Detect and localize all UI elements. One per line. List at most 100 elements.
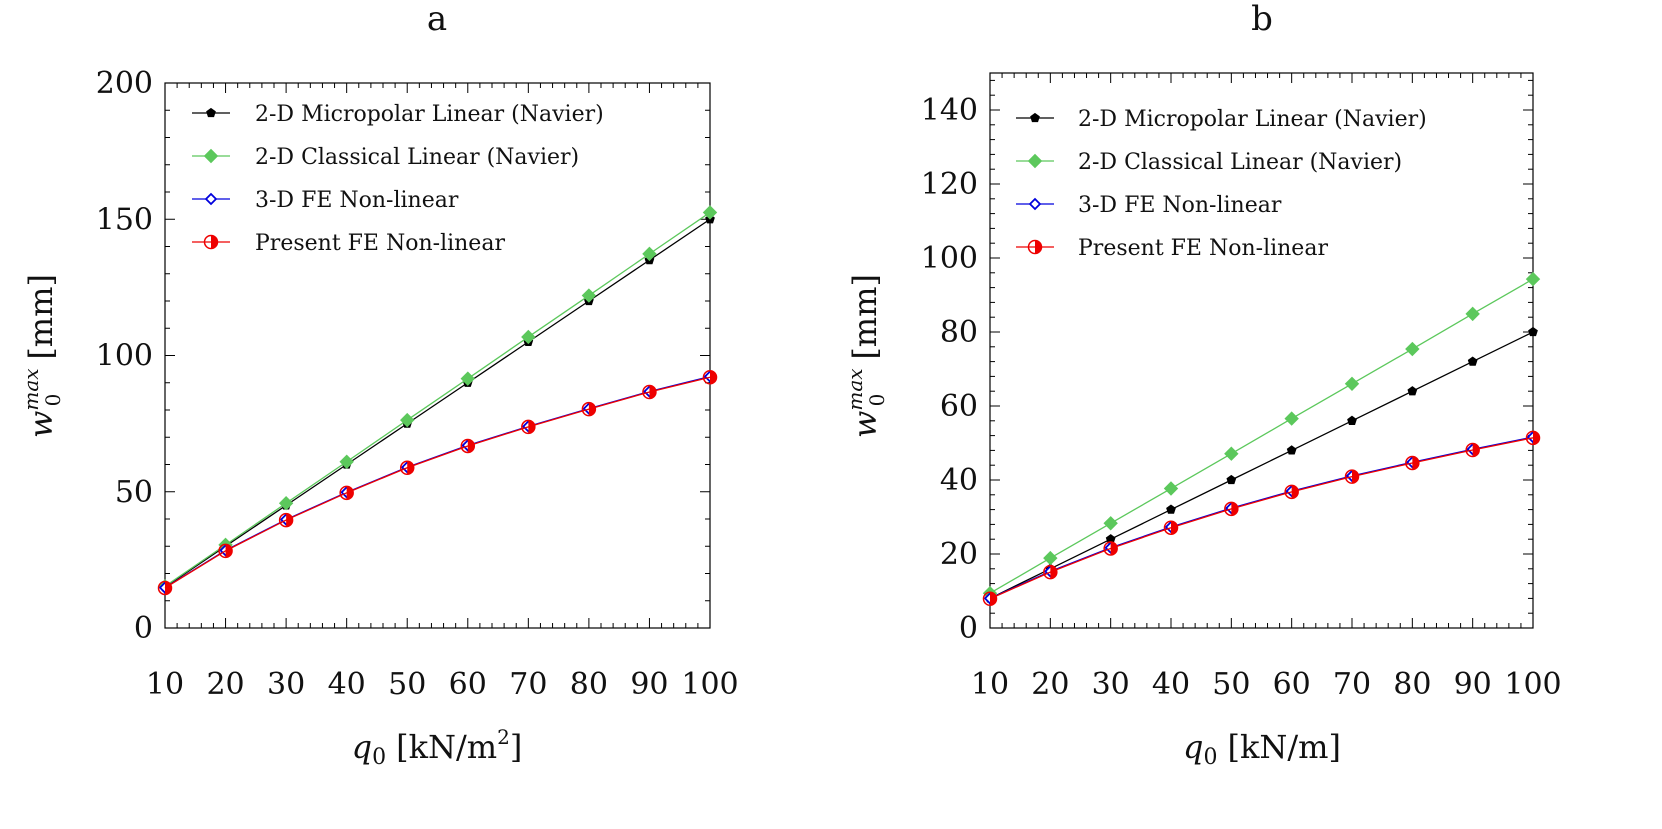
y-axis-label-sup: max	[19, 368, 43, 410]
data-point-s3-4-fill	[407, 461, 414, 475]
legend-label-1: 2-D Classical Linear (Navier)	[1078, 150, 1402, 175]
data-point-s3-9	[702, 370, 718, 385]
legend-marker-0	[1030, 112, 1040, 123]
data-point-s1-4	[1224, 446, 1239, 461]
legend-marker-1	[203, 148, 219, 164]
data-point-s3-0	[157, 580, 173, 596]
x-tick-label: 40	[328, 667, 366, 702]
legend-marker-2	[1028, 197, 1042, 211]
data-point-s0-8	[1467, 356, 1478, 366]
x-tick-label: 70	[1333, 667, 1371, 702]
y-axis-label-unit: [mm]	[846, 274, 884, 360]
x-tick-label: 20	[206, 667, 244, 702]
chart-title: a	[427, 0, 447, 39]
x-tick-label: 60	[1273, 667, 1311, 702]
y-tick-label: 0	[134, 611, 153, 646]
x-tick-label: 30	[1092, 667, 1130, 702]
data-point-s3-1	[1043, 564, 1058, 580]
data-point-s1-1	[1043, 550, 1058, 566]
data-point-s3-3-fill	[1171, 521, 1178, 535]
x-tick-label: 100	[681, 667, 738, 702]
data-point-s1-5	[1284, 411, 1299, 426]
data-point-s3-0-fill	[990, 592, 997, 606]
x-axis-label-var: q	[1183, 728, 1203, 766]
data-point-s3-1-fill	[225, 544, 233, 558]
data-point-s1-7	[1405, 341, 1420, 357]
x-tick-label: 60	[449, 667, 487, 702]
x-tick-label: 20	[1031, 667, 1069, 702]
data-point-s3-8-fill	[1472, 443, 1480, 457]
legend-marker-3-fill	[1035, 240, 1042, 254]
legend-marker-3-fill	[211, 235, 218, 249]
y-axis-label-var: w	[22, 411, 60, 438]
chart-panel-b: b 10 20 30 40 50 60 70 80 90 100 0 20 40 60 80 100 120 140…	[843, 0, 1562, 770]
x-axis-label-sub: 0	[372, 745, 386, 770]
x-axis-label: q0 [kN/m]	[1183, 728, 1341, 770]
y-axis-label-sub: 0	[865, 394, 889, 407]
legend-label-3: Present FE Non-linear	[1078, 236, 1328, 261]
series-line-0	[989, 331, 1534, 599]
data-point-s3-2-fill	[286, 513, 293, 527]
data-point-s3-1-fill	[1050, 565, 1057, 579]
data-point-s1-6	[521, 329, 536, 345]
data-point-s3-9	[1525, 430, 1541, 446]
x-axis-label-sub: 0	[1204, 745, 1218, 770]
data-point-s3-3-fill	[346, 486, 354, 500]
data-point-s3-5	[1284, 484, 1299, 500]
data-point-s3-8	[1465, 442, 1480, 458]
data-point-s1-9	[1525, 271, 1541, 287]
data-point-s3-6	[1344, 469, 1360, 484]
data-point-s3-8	[642, 384, 657, 400]
data-point-s0-4	[1226, 474, 1237, 485]
legend-marker-0	[206, 107, 216, 118]
x-tick-label: 10	[146, 667, 184, 702]
x-axis-label-unit: [kN/m]	[1228, 728, 1341, 766]
data-point-s1-2	[1103, 516, 1118, 531]
data-point-s3-3	[1163, 520, 1179, 535]
y-tick-label: 140	[921, 93, 978, 128]
y-axis-label-unit: [mm]	[22, 274, 60, 360]
legend-label-0: 2-D Micropolar Linear (Navier)	[255, 102, 604, 127]
x-axis-label-unit-end: ]	[510, 728, 522, 766]
x-tick-label: 10	[971, 667, 1009, 702]
data-point-s3-0	[982, 591, 998, 607]
plot-frame	[989, 72, 1534, 629]
x-axis-label-var: q	[352, 728, 372, 766]
y-tick-label: 100	[96, 339, 153, 374]
x-tick-label: 50	[388, 667, 426, 702]
data-point-s1-5	[460, 371, 475, 386]
y-tick-label: 0	[959, 611, 978, 646]
data-point-s1-8	[642, 246, 657, 262]
x-tick-label: 40	[1152, 667, 1190, 702]
data-point-s3-5-fill	[1291, 485, 1299, 499]
data-point-s3-9-fill	[710, 370, 717, 384]
data-point-s0-6	[1347, 415, 1357, 425]
data-point-s1-9	[702, 205, 718, 220]
chart-title: b	[1251, 0, 1273, 39]
data-point-s3-6-fill	[1352, 470, 1359, 484]
data-point-s3-4-fill	[1231, 502, 1238, 516]
y-axis-label-var: w	[846, 411, 884, 438]
data-point-s3-4	[1224, 501, 1239, 517]
data-point-s1-3	[339, 454, 354, 469]
data-point-s3-5	[460, 438, 476, 454]
series-line-1	[164, 211, 711, 587]
y-axis-label-sub: 0	[41, 394, 65, 407]
series-line-2	[989, 436, 1534, 599]
x-tick-label: 50	[1212, 667, 1250, 702]
data-point-s3-7-fill	[1412, 456, 1419, 470]
y-axis-label: wmax0 [mm]	[19, 274, 65, 438]
x-tick-label: 80	[570, 667, 608, 702]
y-tick-label: 60	[940, 389, 978, 424]
y-tick-label: 40	[940, 463, 978, 498]
legend-label-0: 2-D Micropolar Linear (Navier)	[1078, 107, 1427, 132]
series-line-3	[989, 437, 1534, 600]
data-point-s3-7-fill	[588, 402, 596, 416]
data-point-s1-8	[1465, 306, 1480, 322]
legend-label-1: 2-D Classical Linear (Navier)	[255, 145, 579, 170]
legend-marker-3	[203, 234, 219, 250]
y-tick-label: 50	[115, 475, 153, 510]
data-point-s3-7	[581, 401, 597, 417]
